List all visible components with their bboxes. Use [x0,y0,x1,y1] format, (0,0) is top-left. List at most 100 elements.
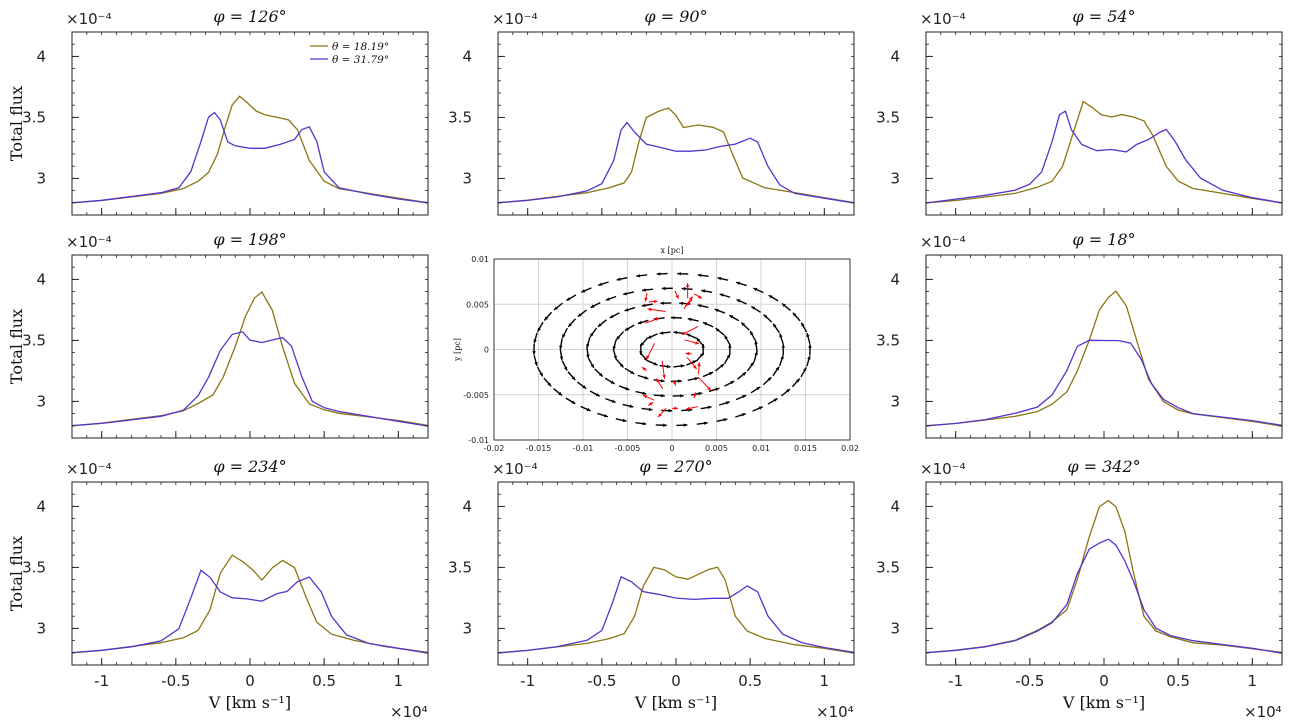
y-tick-label: 3.5 [448,558,472,576]
arrow-head [677,272,681,276]
arrow-head [685,351,690,356]
arrow-head [605,297,610,301]
arrow-head [666,364,671,369]
series-line-1 [925,290,1283,427]
panel-5: ×10⁻⁴ φ = 18° 3 3.5 4 [876,230,1283,439]
arrow-head [647,335,652,339]
arrow-head [697,304,702,308]
arrow-head [642,421,647,426]
panel-title: φ = 342° [1067,457,1140,476]
arrow-head [612,346,616,350]
y-tick-label: 4 [462,47,472,65]
y-exponent-label: ×10⁻⁴ [492,10,538,28]
arrow-head [668,408,673,413]
arrow-head [658,413,662,417]
arrow-head [590,363,594,368]
arrow-head [595,393,600,397]
series-line-1 [71,95,429,204]
arrow-head [714,308,719,313]
arrow-head [780,355,784,360]
arrow-head [767,377,772,381]
series-line-2 [925,339,1283,427]
arrow-head [726,354,730,359]
y-tick-label: 3 [36,619,46,637]
arrow-head [750,331,754,336]
arrow-head [653,299,658,304]
x-axis-label: V [km s⁻¹] [634,693,717,712]
series-line-2 [925,538,1283,654]
arrow-head [715,328,720,332]
arrow-head [694,377,699,381]
arrow-head [533,339,537,344]
arrow-head [598,282,603,286]
arrow-head [720,364,725,368]
series-line-1 [925,100,1283,204]
arrow-head [808,344,812,348]
arrow-head [723,418,728,422]
arrow-head [779,333,783,338]
arrow-head [753,288,758,292]
arrow-head [624,327,629,331]
y-tick-label: 0 [484,346,489,355]
y-axis-label: Total flux [7,309,26,384]
arrow-head [687,317,692,322]
x-tick-label: 0 [669,444,674,453]
arrow-head [754,340,758,345]
x-tick-label: 1 [394,672,404,690]
arrow-head [642,391,647,395]
arrow-head [566,297,571,301]
panel-title: φ = 198° [213,230,286,249]
y-tick-label: 3 [462,619,472,637]
series-line-2 [925,110,1283,204]
panel-title: φ = 126° [213,7,286,26]
series-line-2 [71,331,429,427]
x-tick-label: -1 [94,672,109,690]
y-tick-label: 4 [890,47,900,65]
series-line-1 [71,554,429,654]
x-tick-label: 0.02 [841,444,859,453]
x-tick-label: 1 [820,672,830,690]
y-exponent-label: ×10⁻⁴ [920,460,966,478]
arrow-head [709,372,714,376]
axes-box [925,481,1283,666]
y-exponent-label: ×10⁻⁴ [920,10,966,28]
x-tick-label: 0.5 [1166,672,1190,690]
arrow-head [703,421,708,425]
x-tick-label: 0.01 [752,444,770,453]
arrow-head [729,315,734,319]
arrow-head [680,364,685,368]
arrow-head [656,272,661,276]
x-tick-label: -1 [520,672,535,690]
arrow-head [707,386,711,391]
arrow-head [641,303,646,308]
arrow-head [559,345,563,350]
arrow-head [642,367,647,371]
arrow-head [781,344,785,348]
axes-box [71,481,429,666]
x-tick-label: 0 [1099,672,1109,690]
legend: θ = 18.19°θ = 31.79° [310,41,389,66]
x-tick-label: -0.005 [615,444,641,453]
arrow-head [724,335,728,340]
arrow-head [673,380,677,385]
x-axis-label: x [pc] [661,246,684,255]
arrow-head [685,283,690,287]
arrow-head [610,380,615,384]
axes-box [497,481,855,666]
x-tick-label: -0.015 [526,444,552,453]
arrow-head [646,355,650,360]
arrow-head [616,277,621,281]
x-exponent-label: ×10⁴ [1244,703,1282,721]
panel-title: φ = 234° [213,457,286,476]
arrow-head [803,367,807,372]
y-tick-label: 3.5 [22,331,46,349]
arrow-head [674,406,678,411]
arrow-head [581,289,586,293]
y-tick-label: 3 [36,169,46,187]
y-exponent-label: ×10⁻⁴ [492,460,538,478]
arrow-head [773,398,778,402]
panel-4: ×10⁻⁴ φ = 198° 3 3.5 4 Total flux [7,230,429,439]
arrow-head [728,344,732,348]
arrow-head [673,330,678,335]
